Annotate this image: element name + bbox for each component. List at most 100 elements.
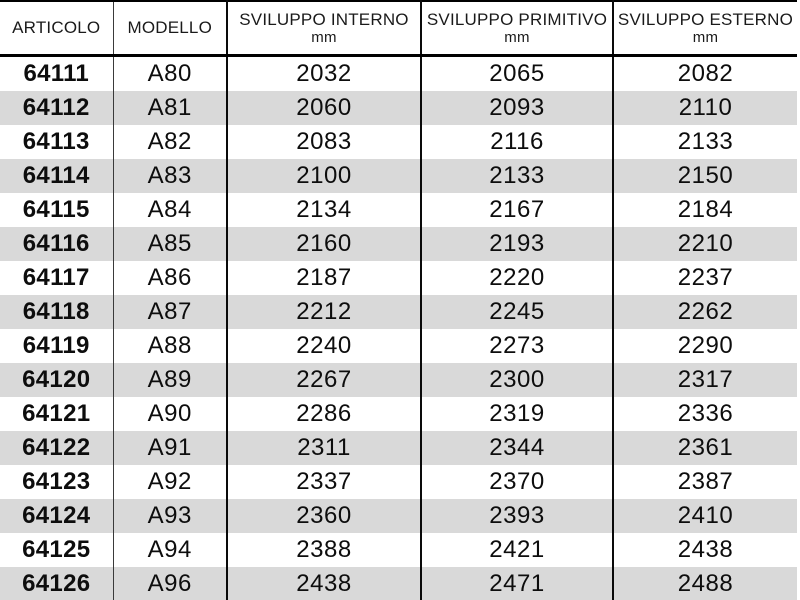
cell-esterno: 2150 (612, 159, 797, 193)
cell-interno: 2134 (226, 193, 421, 227)
column-header-modello: MODELLO (112, 1, 227, 57)
cell-esterno: 2290 (612, 329, 797, 363)
column-unit: mm (504, 29, 530, 47)
column-label: SVILUPPO INTERNO (239, 9, 409, 29)
table-row: 64111 A80 2032 2065 2082 (0, 55, 797, 91)
cell-articolo: 64111 (23, 60, 90, 87)
cell-articolo: 64115 (22, 196, 90, 223)
cell-modello: A87 (112, 295, 227, 329)
column-header-sviluppo-primitivo: SVILUPPO PRIMITIVO mm (420, 1, 613, 57)
cell-primitivo: 2245 (420, 295, 613, 329)
cell-modello: A83 (112, 159, 227, 193)
cell-articolo: 64126 (22, 570, 91, 597)
cell-interno: 2267 (226, 363, 421, 397)
cell-modello: A90 (112, 397, 227, 431)
column-unit: mm (311, 29, 337, 47)
cell-modello: A96 (112, 567, 227, 600)
cell-esterno: 2237 (612, 261, 797, 295)
cell-primitivo: 2273 (420, 329, 613, 363)
cell-articolo: 64112 (22, 94, 90, 121)
cell-primitivo: 2193 (420, 227, 613, 261)
column-header-articolo: ARTICOLO (0, 1, 113, 57)
table-row: 64125 A94 2388 2421 2438 (0, 533, 797, 567)
cell-modello: A80 (112, 55, 227, 91)
cell-articolo: 64125 (22, 536, 91, 563)
cell-interno: 2083 (226, 125, 421, 159)
cell-modello: A92 (112, 465, 227, 499)
cell-interno: 2388 (226, 533, 421, 567)
cell-interno: 2060 (226, 91, 421, 125)
table-row: 64112 A81 2060 2093 2110 (0, 91, 797, 125)
table-row: 64119 A88 2240 2273 2290 (0, 329, 797, 363)
cell-esterno: 2184 (612, 193, 797, 227)
cell-articolo: 64114 (22, 162, 90, 189)
cell-articolo: 64123 (22, 468, 91, 495)
cell-interno: 2360 (226, 499, 421, 533)
cell-primitivo: 2065 (420, 55, 613, 91)
cell-esterno: 2438 (612, 533, 797, 567)
table-row: 64121 A90 2286 2319 2336 (0, 397, 797, 431)
column-header-sviluppo-interno: SVILUPPO INTERNO mm (226, 1, 421, 57)
cell-primitivo: 2116 (420, 125, 613, 159)
cell-articolo: 64122 (22, 434, 91, 461)
cell-interno: 2100 (226, 159, 421, 193)
cell-primitivo: 2319 (420, 397, 613, 431)
cell-interno: 2187 (226, 261, 421, 295)
cell-primitivo: 2220 (420, 261, 613, 295)
cell-interno: 2438 (226, 567, 421, 600)
table-row: 64117 A86 2187 2220 2237 (0, 261, 797, 295)
column-unit: mm (692, 29, 719, 47)
cell-articolo: 64118 (22, 298, 90, 325)
cell-esterno: 2317 (612, 363, 797, 397)
cell-primitivo: 2370 (420, 465, 613, 499)
column-label: SVILUPPO ESTERNO (617, 9, 794, 29)
cell-primitivo: 2133 (420, 159, 613, 193)
column-header-sviluppo-esterno: SVILUPPO ESTERNO mm (612, 1, 797, 57)
cell-primitivo: 2300 (420, 363, 613, 397)
cell-esterno: 2387 (612, 465, 797, 499)
table-row: 64123 A92 2337 2370 2387 (0, 465, 797, 499)
cell-esterno: 2410 (612, 499, 797, 533)
cell-articolo: 64116 (22, 230, 90, 257)
cell-articolo: 64121 (22, 400, 91, 427)
table-row: 64126 A96 2438 2471 2488 (0, 567, 797, 600)
cell-interno: 2212 (226, 295, 421, 329)
table-row: 64124 A93 2360 2393 2410 (0, 499, 797, 533)
header-row: ARTICOLO MODELLO SVILUPPO INTERNO mm SVI… (0, 1, 797, 57)
cell-interno: 2032 (226, 55, 421, 91)
cell-esterno: 2488 (612, 567, 797, 600)
cell-interno: 2337 (226, 465, 421, 499)
cell-articolo: 64120 (22, 366, 91, 393)
table-row: 64122 A91 2311 2344 2361 (0, 431, 797, 465)
cell-modello: A93 (112, 499, 227, 533)
table-row: 64116 A85 2160 2193 2210 (0, 227, 797, 261)
cell-esterno: 2133 (612, 125, 797, 159)
cell-interno: 2240 (226, 329, 421, 363)
cell-interno: 2286 (226, 397, 421, 431)
table-row: 64113 A82 2083 2116 2133 (0, 125, 797, 159)
cell-esterno: 2336 (612, 397, 797, 431)
cell-modello: A88 (112, 329, 227, 363)
column-label: SVILUPPO PRIMITIVO (426, 9, 608, 29)
table-row: 64114 A83 2100 2133 2150 (0, 159, 797, 193)
cell-modello: A94 (112, 533, 227, 567)
cell-primitivo: 2344 (420, 431, 613, 465)
cell-modello: A81 (112, 91, 227, 125)
cell-interno: 2160 (226, 227, 421, 261)
cell-interno: 2311 (226, 431, 421, 465)
cell-modello: A91 (112, 431, 227, 465)
column-label: ARTICOLO (12, 18, 101, 38)
column-label: MODELLO (127, 18, 213, 38)
cell-articolo: 64113 (22, 128, 90, 155)
cell-modello: A89 (112, 363, 227, 397)
cell-articolo: 64119 (22, 332, 90, 359)
cell-esterno: 2262 (612, 295, 797, 329)
cell-articolo: 64124 (22, 502, 91, 529)
cell-esterno: 2110 (612, 91, 797, 125)
table-body: 64111 A80 2032 2065 2082 64112 A81 2060 2093 2110… (0, 55, 797, 600)
cell-modello: A82 (112, 125, 227, 159)
cell-esterno: 2082 (612, 55, 797, 91)
cell-primitivo: 2093 (420, 91, 613, 125)
